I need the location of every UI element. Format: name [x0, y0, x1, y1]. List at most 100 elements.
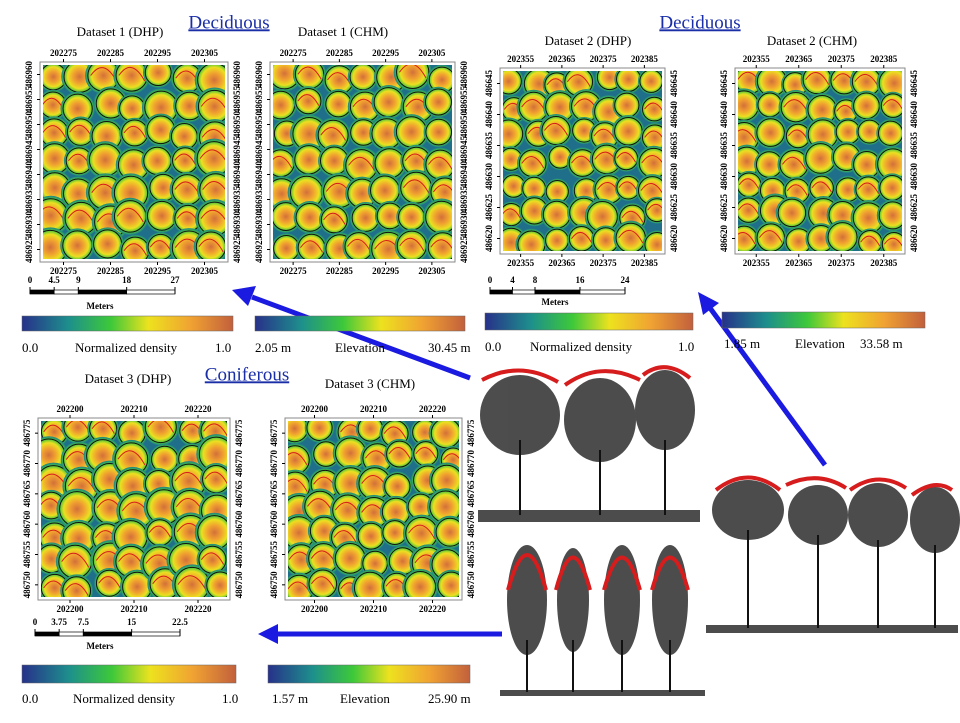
- scale-unit: Meters: [87, 301, 114, 311]
- map-title: Dataset 2 (CHM): [767, 33, 857, 48]
- crown-blob: [323, 89, 354, 120]
- x-tick-label: 202200: [57, 604, 85, 614]
- ref-outline: [738, 232, 756, 245]
- ref-outline: [174, 472, 204, 488]
- y-tick-label: 486935: [232, 186, 242, 214]
- crown-blob: [516, 89, 552, 125]
- x-tick-label: 202275: [280, 48, 308, 58]
- y-tick-label: 486935: [459, 186, 469, 214]
- y-tick-label: 486925: [254, 236, 264, 264]
- x-tick-label: 202285: [326, 48, 354, 58]
- ref-outline: [644, 130, 662, 138]
- crown-blob: [196, 170, 225, 209]
- crown-blob: [584, 198, 621, 235]
- x-tick-label: 202285: [97, 266, 125, 276]
- y-tick-label: 486765: [234, 480, 244, 508]
- crown-outline: [306, 421, 333, 441]
- crown-blob: [169, 171, 205, 208]
- x-tick-label: 202365: [548, 258, 576, 268]
- crown-blob: [754, 116, 787, 149]
- crown-blob: [738, 170, 764, 199]
- y-tick-label: 486770: [234, 450, 244, 478]
- y-tick-label: 486950: [24, 111, 34, 139]
- colorbar-label: Normalized density: [73, 691, 176, 706]
- crown-blob: [380, 518, 409, 547]
- map-frame: [734, 67, 906, 255]
- x-tick-label: 202385: [870, 258, 898, 268]
- map: 202355 202355 202365 202365 202375 202375 2023…: [484, 54, 679, 268]
- crown-blob: [306, 567, 340, 597]
- map: 202275 202275 202285 202285 202295 202295 2023…: [24, 48, 242, 276]
- y-tick-label: 486635: [909, 132, 919, 160]
- y-tick-label: 486635: [484, 132, 494, 160]
- crown-blob: [503, 71, 524, 97]
- crown-blob: [803, 141, 838, 176]
- crown-blob: [288, 443, 312, 477]
- crown-blob: [273, 233, 302, 259]
- y-tick-label: 486645: [484, 70, 494, 98]
- ref-outline: [116, 207, 144, 223]
- colorbar: [21, 315, 234, 332]
- crown-blob: [384, 438, 415, 470]
- ref-outline: [621, 210, 644, 223]
- map-frame: [499, 67, 666, 255]
- ref-outline: [403, 179, 430, 194]
- colorbar: [21, 664, 237, 684]
- ref-outline: [200, 97, 225, 109]
- crown-blob: [540, 198, 573, 231]
- crown-blob: [405, 491, 436, 522]
- crown-blob: [200, 463, 227, 496]
- crown-blob: [825, 220, 860, 251]
- y-tick-label: 486630: [719, 163, 729, 191]
- ref-outline: [399, 237, 425, 252]
- colorbar-label: Elevation: [335, 340, 385, 355]
- crown-blob: [567, 224, 597, 251]
- crown-blob: [874, 146, 902, 183]
- ref-outline: [174, 153, 197, 166]
- ref-outline: [618, 181, 639, 192]
- colorbar-max: 30.45 m: [428, 340, 471, 355]
- y-tick-label: 486760: [466, 510, 476, 538]
- crown-blob: [86, 141, 125, 179]
- ref-outline: [786, 184, 808, 196]
- x-tick-label: 202305: [418, 266, 446, 276]
- crown-outline: [427, 232, 452, 259]
- ref-outline: [202, 181, 225, 190]
- scale-label: 8: [533, 275, 538, 285]
- crown-blob: [119, 234, 152, 259]
- crown-blob: [194, 512, 227, 553]
- crown-blob: [382, 471, 413, 502]
- y-tick-label: 486755: [269, 541, 279, 569]
- y-tick-label: 486760: [269, 510, 279, 538]
- ref-outline: [297, 66, 322, 80]
- x-tick-label: 202210: [121, 604, 149, 614]
- crown-outline: [639, 71, 662, 93]
- scale-segment: [53, 289, 79, 295]
- crown-blob: [342, 230, 376, 259]
- y-tick-label: 486640: [669, 101, 679, 129]
- ref-outline: [566, 74, 591, 87]
- crown-outline: [503, 71, 522, 95]
- y-tick-label: 486775: [234, 419, 244, 447]
- crown-blob: [637, 71, 662, 95]
- y-tick-label: 486960: [232, 61, 242, 89]
- ref-outline: [408, 524, 436, 540]
- tree-clouds: [478, 370, 960, 696]
- crown-blob: [503, 173, 527, 200]
- map: 202200 202200 202210 202210 202220 202220 4867…: [22, 404, 244, 614]
- ref-outline: [333, 530, 357, 543]
- ref-outline: [64, 583, 89, 596]
- crown-blob: [834, 175, 862, 204]
- y-tick-label: 486775: [269, 419, 279, 447]
- crown-outline: [878, 201, 902, 230]
- crown-blob: [56, 488, 98, 530]
- colorbar-min: 0.0: [485, 339, 501, 354]
- ref-outline: [644, 102, 662, 111]
- colorbar: [484, 312, 694, 331]
- crown-blob: [427, 65, 452, 95]
- crown-blob: [196, 543, 227, 576]
- crown-blob: [195, 199, 225, 239]
- y-tick-label: 486640: [484, 101, 494, 129]
- crown-blob: [754, 221, 787, 251]
- ref-outline: [427, 156, 452, 170]
